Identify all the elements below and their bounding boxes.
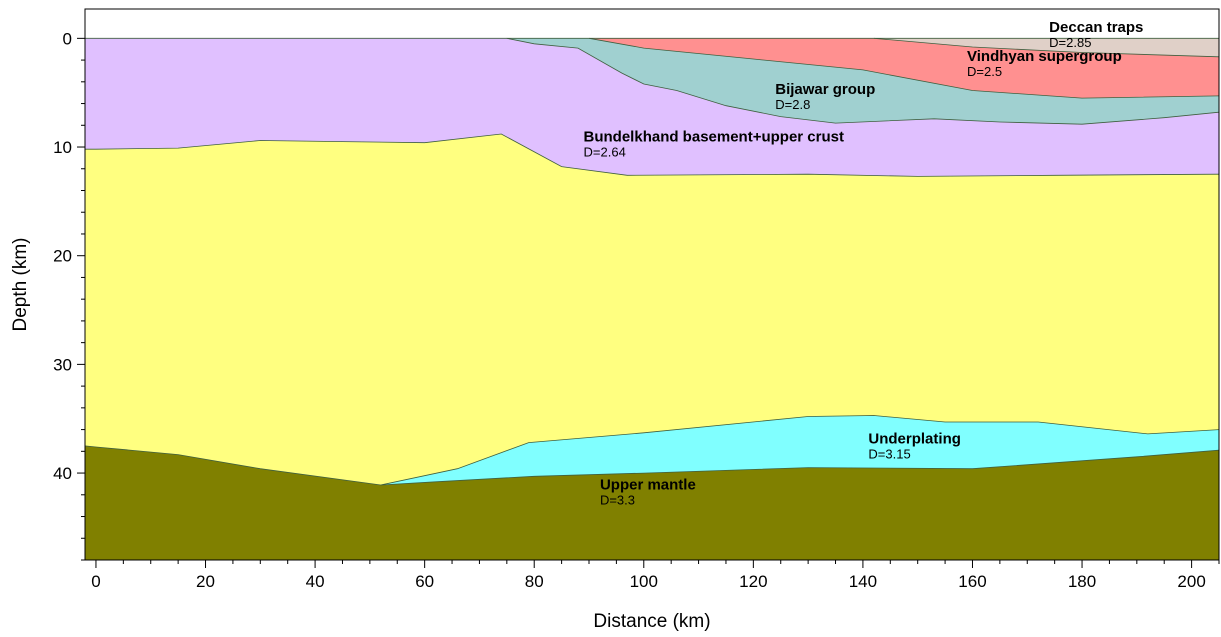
- y-axis: 0 10 20 30 40: [53, 29, 85, 561]
- layer-vindhyan-supergroup: [589, 38, 1219, 99]
- plot-frame: [84, 8, 1220, 561]
- x-tick-label: 120: [739, 572, 767, 591]
- axes-group: 0 20 40 60 80 100 120 140 160 180 200 0 10 20 30 40: [53, 8, 1220, 591]
- boundary-line: [85, 133, 1220, 177]
- layers-group: [85, 38, 1219, 560]
- y-tick-label: 10: [53, 138, 72, 157]
- bijawar-group-density-label: D=2.8: [775, 97, 810, 112]
- y-tick-label: 0: [63, 29, 72, 48]
- layer-underplating: [380, 415, 1219, 485]
- layer-boundaries-group: [84, 37, 1220, 486]
- boundary-line: [589, 37, 1220, 58]
- x-axis: 0 20 40 60 80 100 120 140 160 180 200: [91, 560, 1220, 591]
- layer-upper-mantle: [85, 445, 1219, 560]
- x-tick-label: 140: [849, 572, 877, 591]
- deccan-traps-label: Deccan traps: [1049, 19, 1143, 36]
- x-tick-label: 160: [958, 572, 986, 591]
- vindhyan-supergroup-density-label: D=2.5: [967, 64, 1002, 79]
- boundary-line: [84, 445, 1220, 486]
- y-tick-label: 40: [53, 464, 72, 483]
- y-axis-title: Depth (km): [10, 238, 31, 332]
- x-tick-label: 80: [525, 572, 544, 591]
- boundary-line: [85, 37, 1220, 125]
- upper-mantle-density-label: D=3.3: [600, 492, 635, 507]
- x-tick-label: 0: [91, 572, 100, 591]
- boundary-line: [380, 415, 1220, 486]
- x-tick-label: 60: [415, 572, 434, 591]
- x-tick-label: 40: [306, 572, 325, 591]
- layer-bijawar-group: [506, 38, 1219, 125]
- x-tick-label: 180: [1068, 572, 1096, 591]
- layer-lower-crust-2: [85, 134, 1219, 485]
- deccan-traps-density-label: D=2.85: [1049, 35, 1091, 50]
- y-tick-label: 20: [53, 247, 72, 266]
- layer-deccan-traps: [873, 38, 1219, 57]
- x-tick-label: 100: [630, 572, 658, 591]
- vindhyan-supergroup-label: Vindhyan supergroup: [967, 48, 1122, 65]
- upper-mantle-label: Upper mantle: [600, 476, 696, 493]
- x-tick-label: 20: [196, 572, 215, 591]
- x-axis-title: Distance (km): [593, 611, 710, 632]
- boundary-line: [506, 37, 1220, 99]
- y-tick-label: 30: [53, 355, 72, 374]
- underplating-label: Underplating: [868, 431, 961, 448]
- underplating-density-label: D=3.15: [868, 447, 910, 462]
- bundelkhand-basement-upper-crust-label: Bundelkhand basement+upper crust: [584, 129, 844, 146]
- bijawar-group-label: Bijawar group: [775, 81, 875, 98]
- x-tick-label: 200: [1177, 572, 1205, 591]
- bundelkhand-basement-upper-crust-density-label: D=2.64: [584, 145, 626, 160]
